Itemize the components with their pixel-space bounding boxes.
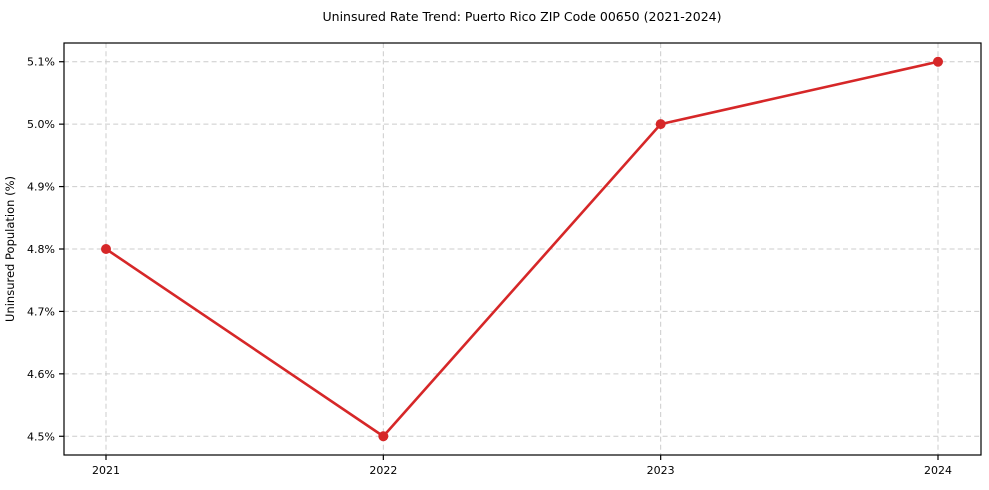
y-tick-label: 4.9%	[27, 181, 55, 194]
y-tick-label: 4.8%	[27, 243, 55, 256]
grid-layer	[64, 43, 981, 455]
data-line	[104, 60, 940, 438]
series-layer	[101, 56, 943, 442]
x-tick-label: 2022	[369, 464, 397, 477]
data-point	[101, 244, 111, 254]
chart-title: Uninsured Rate Trend: Puerto Rico ZIP Co…	[323, 9, 722, 24]
y-tick-label: 4.6%	[27, 368, 55, 381]
y-tick-label: 5.1%	[27, 56, 55, 69]
y-tick-label: 4.5%	[27, 430, 55, 443]
data-point	[933, 56, 943, 67]
axes-layer: 4.5% 4.6% 4.7% 4.8% 4.9% 5.0% 5.1% 2021 2022 2023…	[27, 42, 982, 477]
y-tick-label: 4.7%	[27, 305, 55, 318]
data-point	[655, 119, 666, 130]
x-tick-label: 2023	[647, 464, 675, 477]
x-tick-label: 2021	[92, 464, 120, 477]
x-tick-label: 2024	[924, 464, 952, 477]
y-tick-label: 5.0%	[27, 118, 55, 131]
y-axis-label: Uninsured Population (%)	[3, 176, 17, 322]
data-point	[378, 431, 389, 442]
